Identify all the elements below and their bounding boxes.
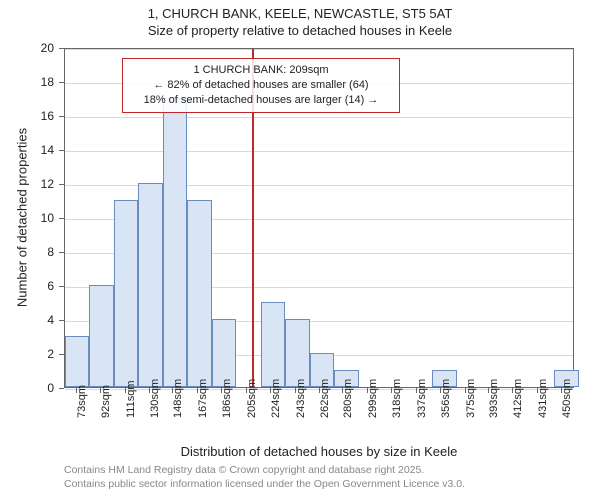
x-tick-label: 280sqm	[342, 406, 354, 418]
annotation-line: 1 CHURCH BANK: 209sqm	[133, 63, 389, 78]
title-block: 1, CHURCH BANK, KEELE, NEWCASTLE, ST5 5A…	[0, 0, 600, 40]
y-tick	[59, 286, 64, 287]
x-tick-label: 186sqm	[221, 406, 233, 418]
y-tick	[59, 184, 64, 185]
histogram-bar	[138, 183, 162, 387]
title-line-2: Size of property relative to detached ho…	[0, 23, 600, 40]
x-tick-label: 167sqm	[197, 406, 209, 418]
y-tick	[59, 150, 64, 151]
x-tick-label: 356sqm	[440, 406, 452, 418]
footer: Contains HM Land Registry data © Crown c…	[64, 464, 465, 491]
y-tick-label: 4	[0, 313, 54, 327]
y-tick-label: 8	[0, 245, 54, 259]
histogram-bar	[65, 336, 89, 387]
y-tick-label: 0	[0, 381, 54, 395]
x-tick-label: 375sqm	[465, 406, 477, 418]
y-tick	[59, 116, 64, 117]
y-tick	[59, 252, 64, 253]
y-tick	[59, 320, 64, 321]
x-tick-label: 412sqm	[512, 406, 524, 418]
x-tick-label: 92sqm	[100, 406, 112, 418]
footer-line-1: Contains HM Land Registry data © Crown c…	[64, 464, 465, 478]
x-tick-label: 73sqm	[76, 406, 88, 418]
annotation-line: ← 82% of detached houses are smaller (64…	[133, 78, 389, 93]
y-tick-label: 16	[0, 109, 54, 123]
annotation-line: 18% of semi-detached houses are larger (…	[133, 93, 389, 108]
x-tick-label: 243sqm	[295, 406, 307, 418]
y-tick-label: 20	[0, 41, 54, 55]
y-tick-label: 2	[0, 347, 54, 361]
histogram-bar	[163, 98, 187, 387]
chart-container: 1, CHURCH BANK, KEELE, NEWCASTLE, ST5 5A…	[0, 0, 600, 500]
histogram-bar	[212, 319, 236, 387]
y-tick-label: 6	[0, 279, 54, 293]
y-tick-label: 10	[0, 211, 54, 225]
footer-line-2: Contains public sector information licen…	[64, 478, 465, 492]
histogram-bar	[261, 302, 285, 387]
y-tick	[59, 388, 64, 389]
x-tick-label: 299sqm	[367, 406, 379, 418]
x-tick-label: 148sqm	[172, 406, 184, 418]
x-tick-label: 224sqm	[270, 406, 282, 418]
y-tick	[59, 218, 64, 219]
x-tick-label: 318sqm	[391, 406, 403, 418]
y-tick-label: 18	[0, 75, 54, 89]
y-gridline	[65, 117, 573, 118]
x-tick-label: 450sqm	[561, 406, 573, 418]
annotation-box: 1 CHURCH BANK: 209sqm← 82% of detached h…	[122, 58, 400, 113]
histogram-bar	[114, 200, 138, 387]
x-tick-label: 431sqm	[537, 406, 549, 418]
y-gridline	[65, 49, 573, 50]
x-tick-label: 111sqm	[125, 406, 137, 418]
histogram-bar	[285, 319, 309, 387]
x-tick-label: 393sqm	[488, 406, 500, 418]
x-tick-label: 205sqm	[246, 406, 258, 418]
x-tick-label: 130sqm	[149, 406, 161, 418]
xaxis-title: Distribution of detached houses by size …	[64, 444, 574, 459]
title-line-1: 1, CHURCH BANK, KEELE, NEWCASTLE, ST5 5A…	[0, 6, 600, 23]
y-tick-label: 14	[0, 143, 54, 157]
y-tick	[59, 82, 64, 83]
y-tick-label: 12	[0, 177, 54, 191]
histogram-bar	[187, 200, 211, 387]
x-tick-label: 262sqm	[319, 406, 331, 418]
y-tick	[59, 48, 64, 49]
histogram-bar	[89, 285, 113, 387]
y-tick	[59, 354, 64, 355]
x-tick-label: 337sqm	[416, 406, 428, 418]
y-gridline	[65, 151, 573, 152]
